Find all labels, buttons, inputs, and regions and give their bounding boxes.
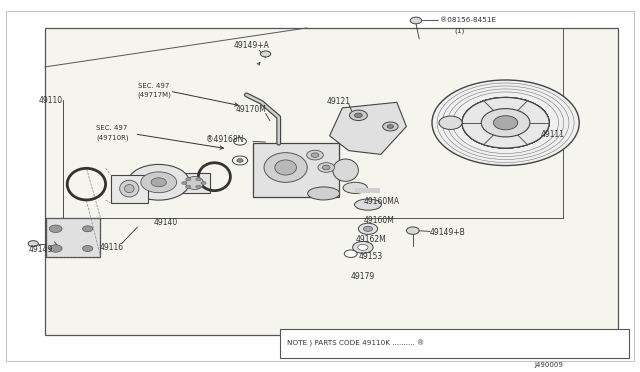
Circle shape bbox=[481, 109, 530, 137]
Text: 49149: 49149 bbox=[29, 245, 53, 254]
Text: SEC. 497: SEC. 497 bbox=[96, 125, 127, 131]
Circle shape bbox=[383, 122, 398, 131]
Circle shape bbox=[232, 156, 248, 165]
Circle shape bbox=[49, 225, 62, 232]
Circle shape bbox=[358, 244, 368, 250]
Circle shape bbox=[260, 51, 271, 57]
Circle shape bbox=[462, 97, 549, 148]
Text: 49149+A: 49149+A bbox=[234, 41, 269, 50]
Circle shape bbox=[387, 125, 394, 128]
Circle shape bbox=[83, 246, 93, 251]
Text: 49149+B: 49149+B bbox=[430, 228, 466, 237]
Circle shape bbox=[186, 178, 191, 181]
Ellipse shape bbox=[333, 159, 358, 182]
Bar bbox=[45, 28, 618, 335]
Ellipse shape bbox=[343, 182, 367, 193]
Circle shape bbox=[410, 17, 422, 24]
Circle shape bbox=[311, 153, 319, 157]
Text: (49717M): (49717M) bbox=[138, 92, 172, 98]
Circle shape bbox=[307, 150, 323, 160]
Text: 49111: 49111 bbox=[541, 130, 564, 139]
Text: 49110: 49110 bbox=[38, 96, 63, 105]
Circle shape bbox=[234, 138, 246, 145]
Text: ®08156-8451E: ®08156-8451E bbox=[440, 17, 497, 23]
Circle shape bbox=[493, 116, 518, 130]
Circle shape bbox=[196, 185, 201, 188]
Polygon shape bbox=[330, 102, 406, 154]
Circle shape bbox=[439, 116, 462, 129]
Text: 49160MA: 49160MA bbox=[364, 198, 399, 206]
Circle shape bbox=[49, 245, 62, 252]
Ellipse shape bbox=[120, 180, 139, 197]
Circle shape bbox=[462, 97, 549, 148]
Circle shape bbox=[201, 182, 206, 185]
Text: ®49168N: ®49168N bbox=[206, 135, 243, 144]
Bar bbox=[253, 143, 339, 197]
Bar bbox=[46, 218, 100, 257]
Text: 49140: 49140 bbox=[154, 218, 178, 227]
Text: J490009: J490009 bbox=[534, 362, 563, 368]
Text: 49170M: 49170M bbox=[236, 105, 266, 114]
Ellipse shape bbox=[355, 199, 381, 210]
Ellipse shape bbox=[264, 153, 307, 182]
Text: NOTE ) PARTS CODE 49110K .......... ®: NOTE ) PARTS CODE 49110K .......... ® bbox=[287, 340, 424, 347]
Text: 49153: 49153 bbox=[358, 252, 383, 261]
Circle shape bbox=[349, 110, 367, 121]
Ellipse shape bbox=[275, 160, 296, 175]
Text: 49121: 49121 bbox=[326, 97, 351, 106]
Circle shape bbox=[237, 158, 243, 162]
Circle shape bbox=[141, 172, 177, 193]
Text: SEC. 497: SEC. 497 bbox=[138, 83, 169, 89]
Circle shape bbox=[462, 97, 549, 148]
Ellipse shape bbox=[124, 185, 134, 193]
Circle shape bbox=[128, 164, 189, 200]
Text: 49160M: 49160M bbox=[364, 216, 394, 225]
Circle shape bbox=[432, 80, 579, 166]
Text: (1): (1) bbox=[454, 28, 465, 34]
Ellipse shape bbox=[186, 177, 204, 190]
Text: (49710R): (49710R) bbox=[96, 134, 129, 141]
Circle shape bbox=[364, 226, 372, 231]
Circle shape bbox=[462, 97, 549, 148]
Circle shape bbox=[462, 97, 549, 148]
Circle shape bbox=[28, 241, 38, 247]
Bar bbox=[179, 173, 210, 193]
Bar bbox=[280, 329, 629, 358]
Bar bbox=[111, 175, 148, 203]
Circle shape bbox=[186, 185, 191, 188]
Bar bbox=[46, 218, 100, 257]
Circle shape bbox=[323, 165, 330, 170]
Text: 49179: 49179 bbox=[351, 272, 375, 280]
Circle shape bbox=[462, 97, 549, 148]
Circle shape bbox=[83, 226, 93, 232]
Text: 49116: 49116 bbox=[99, 243, 124, 252]
Circle shape bbox=[182, 182, 187, 185]
Circle shape bbox=[196, 178, 201, 181]
Circle shape bbox=[344, 250, 357, 257]
Circle shape bbox=[318, 163, 335, 172]
Circle shape bbox=[355, 113, 362, 118]
Circle shape bbox=[358, 223, 378, 234]
Circle shape bbox=[151, 178, 166, 187]
Bar bbox=[355, 188, 380, 193]
Circle shape bbox=[406, 227, 419, 234]
Text: 49162M: 49162M bbox=[355, 235, 386, 244]
Circle shape bbox=[353, 241, 373, 253]
Ellipse shape bbox=[308, 187, 340, 200]
